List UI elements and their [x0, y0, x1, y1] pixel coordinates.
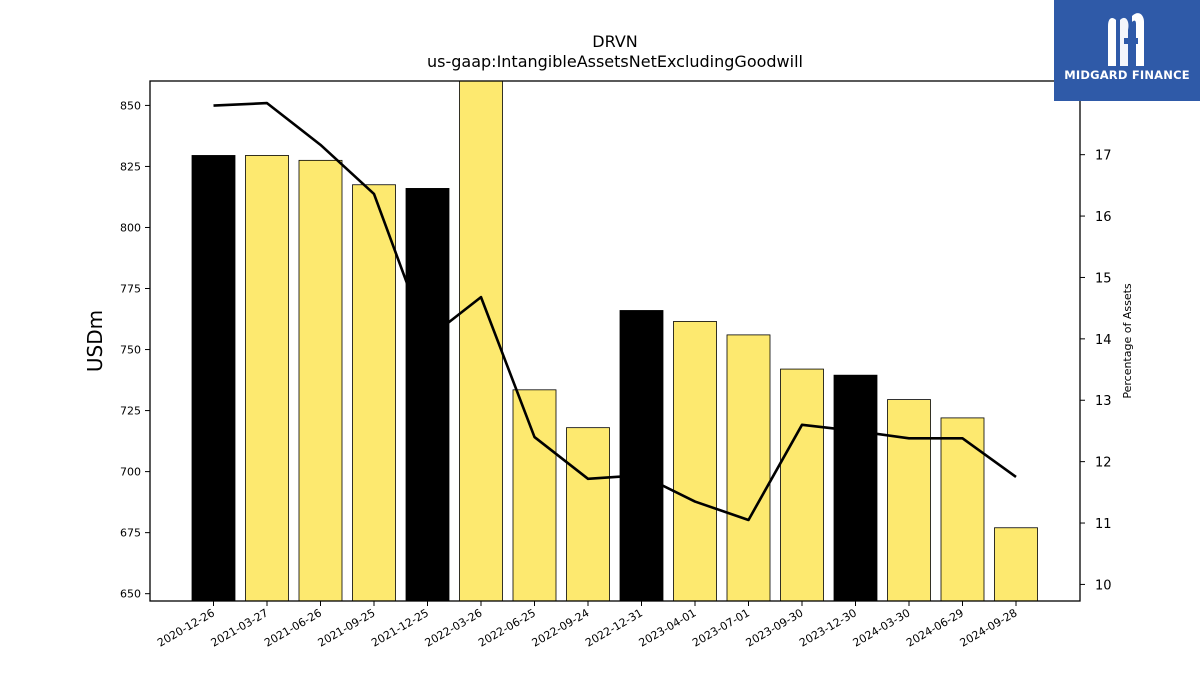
y-tick-label: 825: [120, 160, 141, 173]
x-tick-label: 2022-03-26: [423, 606, 485, 649]
y2-tick-label: 12: [1095, 456, 1112, 471]
y2-tick-label: 17: [1095, 149, 1112, 164]
bar: [780, 368, 824, 601]
logo-text: MIDGARD FINANCE: [1064, 68, 1190, 82]
percentage-line: [213, 101, 1017, 522]
x-tick-label: 2022-12-31: [583, 606, 645, 649]
y2-tick-label: 10: [1095, 578, 1112, 593]
y-tick-label: 850: [120, 99, 141, 112]
bar: [940, 417, 985, 601]
x-tick-label: 2021-06-26: [262, 606, 324, 649]
logo-mark-icon: [1108, 13, 1144, 66]
y-tick-label: 700: [120, 466, 141, 479]
x-tick-label: 2024-09-28: [958, 606, 1020, 649]
x-tick-label: 2023-09-30: [744, 606, 806, 649]
y-tick-label: 775: [120, 283, 141, 296]
x-tick-label: 2021-03-27: [209, 606, 271, 649]
bar: [512, 389, 557, 601]
y2-tick-label: 13: [1095, 394, 1112, 409]
x-tick-label: 2023-07-01: [690, 606, 752, 649]
bar: [619, 310, 664, 601]
y-tick-label: 725: [120, 405, 141, 418]
bar: [245, 155, 289, 601]
bar: [352, 184, 396, 601]
y2-tick-label: 11: [1095, 517, 1112, 532]
y2-tick-label: 16: [1095, 210, 1112, 225]
x-tick-label: 2020-12-26: [155, 606, 217, 649]
y2-tick-label: 14: [1095, 333, 1112, 348]
bar: [566, 427, 610, 601]
x-tick-label: 2022-09-24: [530, 606, 592, 649]
bar: [994, 527, 1038, 601]
bar: [673, 321, 717, 601]
chart-subtitle: us-gaap:IntangibleAssetsNetExcludingGood…: [427, 52, 803, 71]
y2-axis-label: Percentage of Assets: [1121, 283, 1134, 399]
bar: [726, 334, 771, 601]
x-tick-label: 2023-12-30: [797, 606, 859, 649]
bar: [833, 374, 878, 601]
x-tick-label: 2021-12-25: [369, 606, 431, 649]
bar: [459, 81, 503, 601]
bar: [191, 155, 236, 601]
y-tick-label: 675: [120, 527, 141, 540]
y-tick-label: 650: [120, 588, 141, 601]
plot-frame: [149, 80, 1081, 602]
y-axis-label: USDm: [83, 310, 107, 372]
midgard-finance-logo: MIDGARD FINANCE: [1054, 0, 1200, 101]
y-tick-label: 750: [120, 344, 141, 357]
x-tick-label: 2023-04-01: [637, 606, 699, 649]
x-tick-label: 2024-06-29: [904, 606, 966, 649]
y2-tick-label: 15: [1095, 271, 1112, 286]
bar: [405, 188, 450, 601]
y-tick-label: 800: [120, 221, 141, 234]
bar: [887, 399, 931, 601]
x-tick-label: 2022-06-25: [476, 606, 538, 649]
chart-title: DRVN: [592, 32, 638, 51]
bar: [298, 159, 343, 601]
x-tick-label: 2021-09-25: [316, 606, 378, 649]
x-tick-label: 2024-03-30: [851, 606, 913, 649]
